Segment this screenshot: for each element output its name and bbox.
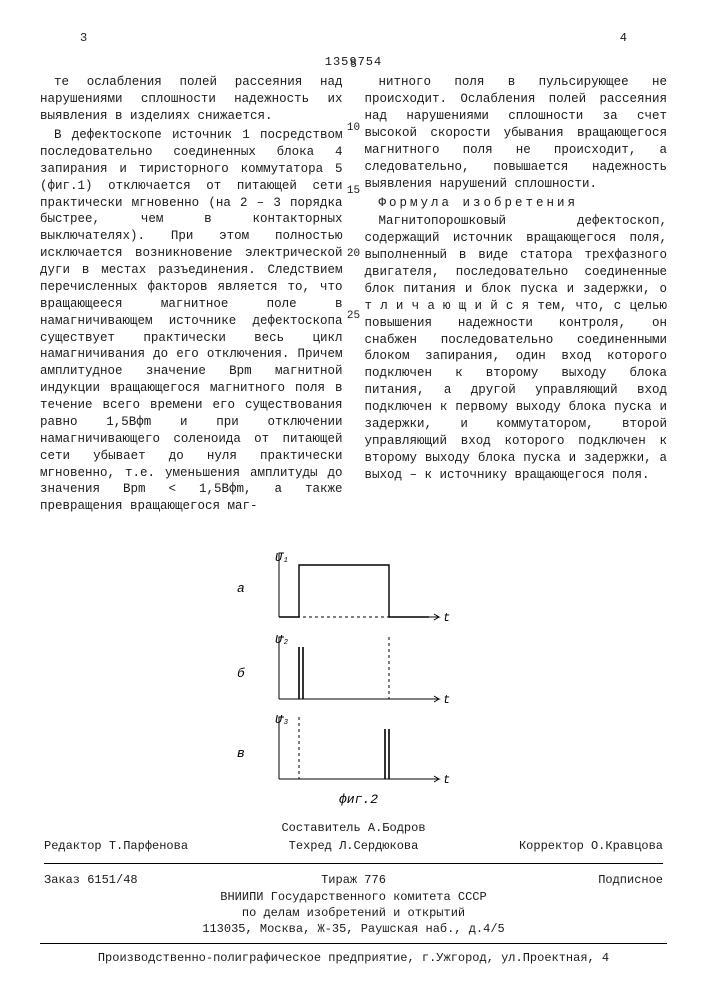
corrector-name: О.Кравцова (591, 839, 663, 853)
divider (40, 943, 667, 944)
compiler-name: А.Бодров (368, 821, 426, 835)
compiler-label: Составитель (281, 821, 360, 835)
panel-label-v: в (237, 746, 245, 761)
timing-diagram: а U₁ t б U₂ t в U₃ (229, 547, 479, 807)
page-numbers: 3 4 (80, 30, 627, 46)
line-marker: 25 (345, 309, 363, 324)
paragraph: те ослабления полей рассеяния над наруше… (40, 74, 343, 125)
tirazh: Тираж 776 (249, 871, 458, 889)
patent-page: 3 4 1359754 5 10 15 20 25 те ослабления … (0, 0, 707, 1000)
editor-label: Редактор (44, 839, 102, 853)
paragraph: Магнитопорошковый дефектоскоп, содержащи… (365, 213, 668, 483)
axis-label-u2: U₂ (275, 633, 289, 647)
paragraph: нитного поля в пульсирующее не происходи… (365, 74, 668, 192)
printing-house: Производственно-полиграфическое предприя… (40, 950, 667, 966)
editor-name: Т.Парфенова (109, 839, 188, 853)
publisher-address: 113035, Москва, Ж-35, Раушская наб., д.4… (40, 921, 667, 937)
publisher-line-2: по делам изобретений и открытий (40, 905, 667, 921)
credits-table: Составитель А.Бодров Редактор Т.Парфенов… (40, 819, 667, 889)
techred-name: Л.Сердюкова (339, 839, 418, 853)
column-left: те ослабления полей рассеяния над наруше… (40, 74, 343, 517)
page-num-right: 4 (620, 30, 627, 46)
line-number-gutter: 5 10 15 20 25 (345, 58, 363, 372)
order-number: Заказ 6151/48 (40, 871, 249, 889)
svg-text:t: t (443, 693, 450, 707)
publisher-line-1: ВНИИПИ Государственного комитета СССР (40, 889, 667, 905)
axis-label-u3: U₃ (275, 713, 289, 727)
svg-text:t: t (443, 773, 450, 787)
axis-label-t: t (443, 611, 450, 625)
line-marker: 10 (345, 121, 363, 136)
column-right: нитного поля в пульсирующее не происходи… (365, 74, 668, 517)
line-marker: 5 (345, 58, 363, 73)
line-marker: 15 (345, 184, 363, 199)
formula-heading: Формула изобретения (365, 195, 668, 212)
line-marker: 20 (345, 247, 363, 262)
corrector-label: Корректор (519, 839, 584, 853)
figure-caption: фиг.2 (339, 792, 378, 807)
panel-label-a: а (237, 581, 245, 596)
subscription: Подписное (458, 871, 667, 889)
paragraph: В дефектоскопе источник 1 посредством по… (40, 127, 343, 515)
figure-2: а U₁ t б U₂ t в U₃ (229, 547, 479, 807)
techred-label: Техред (289, 839, 332, 853)
panel-label-b: б (237, 666, 245, 681)
page-num-left: 3 (80, 30, 87, 46)
